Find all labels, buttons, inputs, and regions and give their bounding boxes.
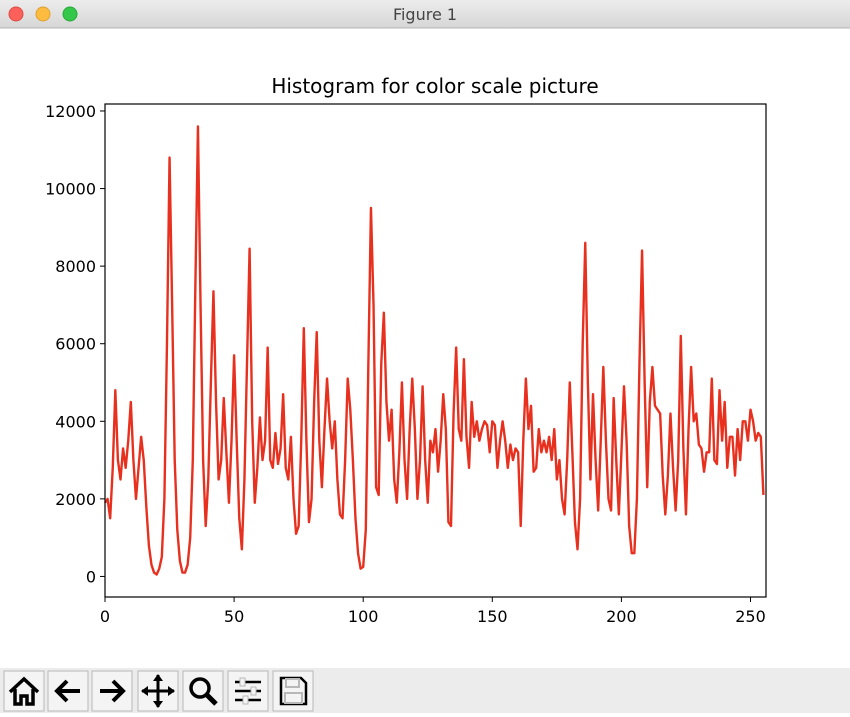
x-tick-label: 100 (348, 607, 379, 626)
forward-button[interactable] (91, 670, 133, 712)
minimize-button[interactable] (35, 6, 51, 22)
pan-button[interactable] (137, 670, 179, 712)
figure (0, 29, 850, 668)
plot: 0 2000 4000 6000 8000 10000 12000 0 50 100 150 200 2… (45, 102, 766, 626)
x-tick-label: 0 (100, 607, 110, 626)
x-tick-label: 50 (224, 607, 244, 626)
y-tick-label: 10000 (45, 180, 96, 199)
zoom-tool-button[interactable] (182, 670, 224, 712)
x-tick-label: 150 (477, 607, 508, 626)
close-button[interactable] (8, 6, 24, 22)
y-tick-label: 6000 (55, 335, 96, 354)
y-tick-label: 4000 (55, 412, 96, 431)
y-tick-label: 2000 (55, 490, 96, 509)
data-line (104, 125, 765, 576)
x-tick-label: 250 (735, 607, 766, 626)
configure-button[interactable] (227, 670, 269, 712)
save-button[interactable] (272, 670, 314, 712)
chart-title: Histogram for color scale picture (271, 74, 598, 98)
y-tick-label: 8000 (55, 257, 96, 276)
home-button[interactable] (3, 670, 45, 712)
y-tick-label: 12000 (45, 102, 96, 121)
title-bar (0, 0, 850, 28)
zoom-button[interactable] (62, 6, 78, 22)
back-button[interactable] (47, 670, 89, 712)
axes-frame (104, 103, 767, 598)
x-tick-label: 200 (606, 607, 637, 626)
y-tick-label: 0 (86, 567, 96, 586)
window-title: Figure 1 (393, 5, 457, 24)
